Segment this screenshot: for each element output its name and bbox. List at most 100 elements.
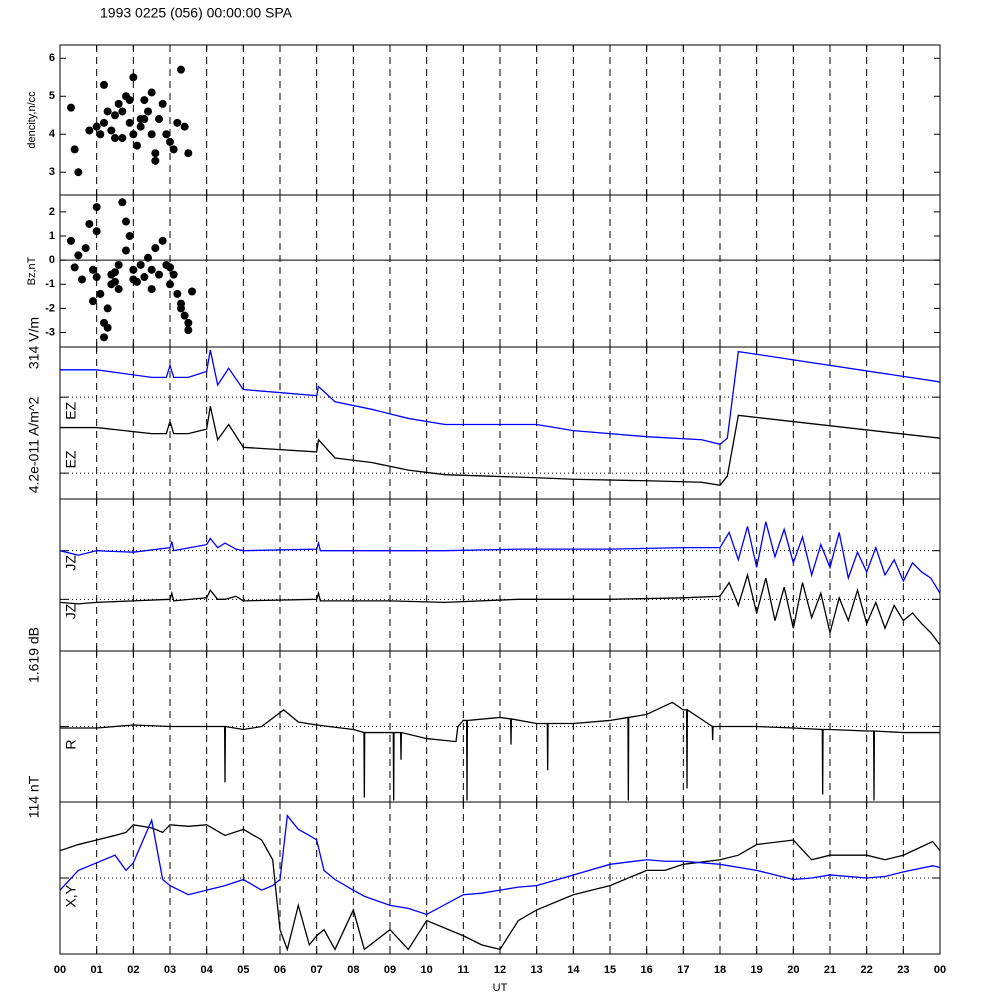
y-tick-label: 0 [49,254,55,266]
channel-label: JZ [63,603,79,619]
data-point [169,270,178,279]
scale-label: 114 nT [26,775,42,818]
data-point [140,273,149,282]
x-tick-label: 06 [274,964,286,976]
data-point [151,149,160,158]
scale-label: 4.2e-011 A/m^2 [26,396,42,493]
data-point [125,232,134,241]
x-tick-label: 23 [897,964,909,976]
plot-area [60,349,940,487]
data-point [70,145,79,154]
data-point [151,244,160,253]
plot-area [60,814,940,952]
plot-area [60,521,940,646]
data-point [107,126,116,135]
x-tick-label: 13 [531,964,543,976]
series-line [60,814,940,916]
data-point [122,217,130,226]
x-tick-label: 21 [824,964,836,976]
channel-label: JZ [63,555,79,571]
data-point [103,304,112,313]
x-tick-label: 14 [567,964,580,976]
data-point [184,326,193,335]
data-point [125,118,134,127]
data-point [158,236,167,245]
data-point [114,260,123,269]
channel-label: EZ [63,401,79,419]
data-point [147,88,156,97]
x-tick-label: 15 [604,964,616,976]
channel-label: R [63,740,79,750]
data-point [114,99,123,108]
data-point [85,219,94,228]
data-point [89,297,97,306]
panel: 314 V/m EZ EZ [26,317,941,500]
y-axis-label: Bz,nT [26,256,38,285]
y-tick-label: 2 [49,206,55,218]
data-point [122,246,130,255]
data-point [96,130,105,139]
panel: 3 4 5 6 dencity,n/cc [26,24,941,196]
data-point [92,273,101,282]
series-line [60,701,940,801]
data-point [169,145,178,154]
series-line [60,349,940,445]
data-point [184,318,193,327]
series-line [60,406,940,487]
x-tick-label: 22 [861,964,873,976]
data-point [180,122,189,131]
y-axis-label: dencity,n/cc [26,91,38,149]
x-tick-label: 02 [127,964,139,976]
data-point [103,107,112,116]
x-tick-label: 18 [714,964,726,976]
data-point [92,227,101,236]
data-point [96,289,105,298]
data-point [81,244,90,253]
plot-area [67,24,193,177]
data-point [100,80,108,89]
data-point [111,111,119,120]
x-tick-label: 11 [458,964,470,976]
data-point [100,118,108,127]
data-point [67,236,75,245]
data-point [107,280,116,289]
data-point [180,311,189,320]
y-tick-label: 5 [49,90,55,102]
data-point [118,198,127,207]
data-point [177,304,185,313]
data-point [170,24,178,32]
series-line [60,572,940,646]
x-tick-label: 05 [237,964,249,976]
data-point [111,134,119,143]
data-point [151,156,160,165]
data-point [111,268,119,277]
y-tick-label: 6 [49,52,55,64]
data-point [129,265,138,274]
x-tick-label: 12 [494,964,506,976]
channel-label: EZ [63,450,79,468]
data-point [129,275,138,284]
panel: 4.2e-011 A/m^2 JZ JZ [26,396,941,652]
y-tick-label: -1 [45,278,55,290]
x-tick-label: 01 [91,964,103,976]
data-point [184,149,193,158]
data-point [136,260,145,269]
data-point [166,137,174,146]
x-tick-label: 09 [384,964,396,976]
data-point [188,287,196,296]
data-point [118,134,127,143]
x-tick-label: 08 [347,964,359,976]
x-tick-label: 10 [421,964,433,976]
x-tick-label: 04 [201,964,214,976]
panel: 114 nT X,Y [26,775,941,955]
data-point [147,130,156,139]
data-point [129,73,138,82]
y-tick-label: -2 [45,302,55,314]
data-point [70,263,79,272]
data-point [89,265,97,274]
y-tick-label: -3 [45,326,55,338]
data-point [155,115,163,124]
data-point [166,280,174,289]
data-point [155,270,163,279]
data-point [92,203,101,212]
